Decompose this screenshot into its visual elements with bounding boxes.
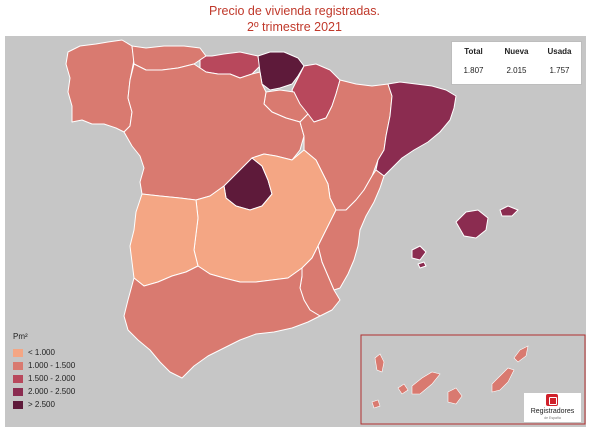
legend-swatch xyxy=(13,387,23,396)
region-canarias-lanzarote xyxy=(513,345,529,363)
stats-value-total: 1.807 xyxy=(463,66,484,75)
registradores-logo: Registradores de España xyxy=(524,393,581,422)
legend-label: > 2.500 xyxy=(28,400,55,409)
stats-table: Total Nueva Usada 1.807 2.015 1.757 xyxy=(451,41,582,85)
map-title: Precio de vivienda registradas. xyxy=(209,4,380,18)
legend-item: > 2.500 xyxy=(13,398,75,411)
region-castilla-y-leon xyxy=(123,63,305,201)
legend-label: < 1.000 xyxy=(28,348,55,357)
region-galicia xyxy=(65,39,135,133)
region-canarias-fuerteventura xyxy=(491,367,515,393)
legend-label: 1.000 - 1.500 xyxy=(28,361,76,370)
region-baleares-mallorca xyxy=(455,209,489,239)
stats-value-usada: 1.757 xyxy=(549,66,570,75)
region-baleares-formentera xyxy=(417,261,427,269)
registradores-logo-icon xyxy=(546,394,558,406)
canarias-frame xyxy=(360,334,586,425)
legend-swatch xyxy=(13,400,23,409)
region-canarias-la-palma xyxy=(374,353,385,373)
legend-label: 1.500 - 2.000 xyxy=(28,374,76,383)
legend-swatch xyxy=(13,374,23,383)
stats-value-nueva: 2.015 xyxy=(506,66,527,75)
region-baleares-menorca xyxy=(499,205,519,217)
legend-label: 2.000 - 2.500 xyxy=(28,387,76,396)
region-andalucia xyxy=(123,265,321,379)
legend-item: < 1.000 xyxy=(13,346,75,359)
region-canarias-gran-canaria xyxy=(447,387,463,405)
region-canarias-la-gomera xyxy=(397,383,409,395)
map-subtitle: 2º trimestre 2021 xyxy=(247,20,342,34)
legend-swatch xyxy=(13,361,23,370)
region-canarias-el-hierro xyxy=(371,399,381,409)
region-cataluna xyxy=(375,81,457,177)
stats-header-nueva: Nueva xyxy=(504,47,529,56)
stats-header-usada: Usada xyxy=(547,47,572,56)
region-baleares-ibiza xyxy=(411,245,427,261)
region-canarias-tenerife xyxy=(411,371,441,395)
legend-item: 1.000 - 1.500 xyxy=(13,359,75,372)
legend-item: 1.500 - 2.000 xyxy=(13,372,75,385)
legend-item: 2.000 - 2.500 xyxy=(13,385,75,398)
legend-unit: Pm² xyxy=(13,332,28,341)
stats-header-total: Total xyxy=(464,47,483,56)
logo-name: Registradores xyxy=(530,408,575,415)
map-legend: Pm² < 1.000 1.000 - 1.500 1.500 - 2.000 … xyxy=(13,332,75,411)
legend-swatch xyxy=(13,348,23,357)
logo-subtitle: de España xyxy=(544,416,561,420)
